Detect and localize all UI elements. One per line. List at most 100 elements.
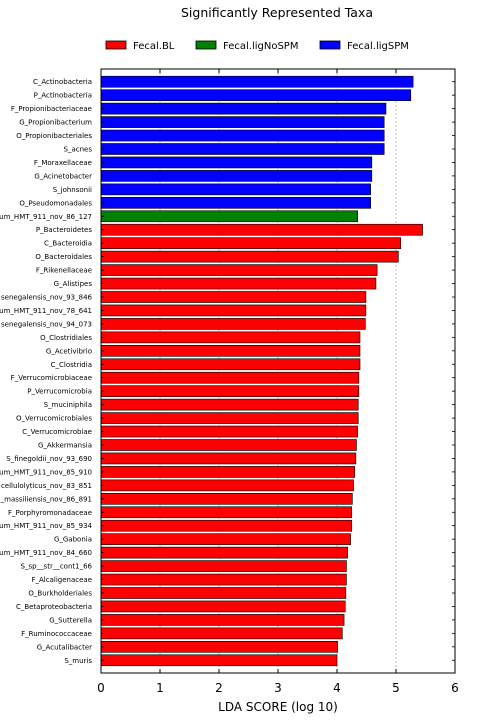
legend-label: Fecal.ligSPM [347,41,409,52]
x-axis-label: LDA SCORE (log 10) [218,700,338,714]
legend-label: Fecal.ligNoSPM [223,41,298,52]
y-tick-label: S_johnsonii [53,186,92,194]
y-tick-label: um_HMT_911_nov_85_934 [0,522,93,530]
x-tick-label: 1 [156,681,164,695]
y-tick-label: P_Verrucomicrobia [27,388,92,396]
bar [100,533,351,545]
bar [100,264,378,276]
y-tick-label: C_Verrucomicrobiae [22,428,92,436]
bar [100,89,412,101]
y-tick-label: O_Burkholderiales [28,590,92,598]
bar [100,143,385,155]
bar [100,183,371,196]
bar [100,75,414,88]
y-tick-label: senegalensis_nov_94_073 [1,320,92,328]
bar [100,479,354,492]
bar [100,385,360,397]
y-tick-label: P_Actinobacteria [34,92,92,100]
y-tick-label: O_Verrucomicrobiales [16,415,92,423]
y-tick-label: S_muris [64,657,92,665]
bar [100,439,357,451]
y-tick-label: C_Betaproteobacteria [16,603,92,611]
y-tick-label: um_HMT_911_nov_84_660 [0,549,92,557]
bar [100,156,373,169]
x-ticks: 0 1 2 3 4 5 6 [97,69,459,695]
bar [100,304,367,317]
bar [100,318,366,330]
bar [100,371,360,384]
y-tick-label: C_Actinobacteria [33,78,92,86]
x-tick-label: 4 [333,681,341,695]
y-tick-label: F_Verrucomicrobiaceae [11,374,92,382]
y-tick-label: senegalensis_nov_93_846 [1,294,93,302]
y-tick-label: G_Alistipes [54,280,93,288]
bar [100,412,359,424]
y-tick-label: O_Bacteroidales [35,253,92,261]
bar [100,627,343,640]
y-tick-label: G_Gabonia [54,536,92,544]
y-tick-label: O_Propionibacteriales [16,132,92,140]
x-tick-label: 0 [97,681,105,695]
bar [100,573,347,586]
bar [100,654,338,667]
x-tick-label: 2 [215,681,223,695]
y-tick-label: F_Propionibacteriaceae [11,105,92,113]
bar [100,210,358,223]
bar [100,170,373,182]
y-tick-label: um_HMT_911_nov_85_910 [0,468,92,476]
chart-title: Significantly Represented Taxa [181,5,373,20]
bar [100,506,353,519]
bar [100,519,353,532]
bar [100,398,359,411]
y-tick-label: S_acnes [64,146,93,154]
y-tick-label: S_finegoldii_nov_93_690 [6,455,92,463]
y-tick-label: F_Porphyromonadaceae [8,509,92,517]
bar [100,223,423,236]
bar [100,452,357,465]
bar [100,493,353,505]
x-tick-label: 6 [451,681,459,695]
y-tick-label: O_Clostridiales [40,334,92,342]
bar [100,291,367,303]
bar [100,129,385,142]
y-tick-label: G_Sutterella [49,616,92,624]
bars [100,75,423,667]
bar [100,345,361,357]
y-tick-label: um_HMT_911_nov_78_641 [0,307,92,315]
legend-label: Fecal.BL [133,41,175,52]
y-tick-label: F_Alcaligenaceae [31,576,92,584]
legend-swatch [319,40,341,50]
y-tick-label: S_sp__str__cont1_66 [21,563,93,571]
bar [100,237,402,249]
bar [100,358,361,371]
bar [100,116,385,128]
grid-lines [159,69,397,673]
bar [100,641,338,653]
bar [100,600,346,613]
bar [100,425,358,438]
legend-swatch [195,40,217,50]
y-tick-label: cellulolyticus_nov_83_851 [1,482,92,490]
x-tick-label: 5 [392,681,400,695]
y-tick-label: C_Clostridia [51,361,92,369]
y-tick-label: G_Propionibacterium [19,119,92,127]
x-tick-label: 3 [274,681,282,695]
y-tick-label: F_Ruminococcaceae [21,630,92,638]
bar [100,277,377,290]
y-tick-label: C_Bacteroidia [44,240,92,248]
y-tick-label: S_muciniphila [44,401,92,409]
bar [100,197,371,209]
bar [100,560,347,572]
y-tick-label: F_Rikenellaceae [36,267,92,275]
y-tick-label: um_HMT_911_nov_86_127 [0,213,92,221]
y-tick-labels: C_Actinobacteria P_Actinobacteria F_Propio… [0,78,455,665]
legend-swatch [105,40,127,50]
legend: Fecal.BL Fecal.ligNoSPM Fecal.ligSPM [105,40,409,52]
y-tick-label: O_Pseudomonadales [19,199,92,207]
y-tick-label: G_Acutalibacter [37,643,92,651]
bar [100,614,345,626]
y-tick-label: F_Moraxellaceae [34,159,92,167]
y-tick-label: G_Akkermansia [38,442,92,450]
y-tick-label: P_Bacteroidetes [36,226,92,234]
